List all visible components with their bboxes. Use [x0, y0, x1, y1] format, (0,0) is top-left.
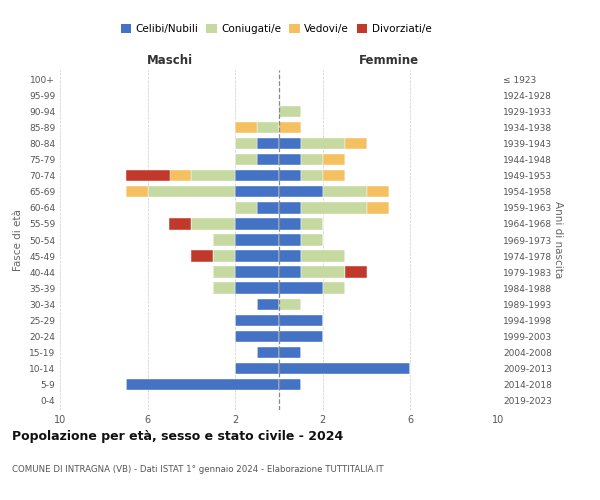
Bar	[323, 186, 367, 198]
Bar	[169, 218, 191, 230]
Bar	[279, 330, 323, 342]
Bar	[279, 202, 301, 213]
Bar	[323, 170, 345, 181]
Bar	[214, 250, 235, 262]
Bar	[257, 154, 279, 166]
Y-axis label: Anni di nascita: Anni di nascita	[553, 202, 563, 278]
Bar	[279, 218, 301, 230]
Bar	[257, 138, 279, 149]
Bar	[235, 282, 279, 294]
Bar	[169, 170, 191, 181]
Bar	[235, 170, 279, 181]
Bar	[279, 234, 301, 246]
Bar	[301, 170, 323, 181]
Bar	[125, 186, 148, 198]
Bar	[235, 138, 257, 149]
Bar	[301, 138, 344, 149]
Bar	[367, 202, 389, 213]
Text: COMUNE DI INTRAGNA (VB) - Dati ISTAT 1° gennaio 2024 - Elaborazione TUTTITALIA.I: COMUNE DI INTRAGNA (VB) - Dati ISTAT 1° …	[12, 465, 383, 474]
Bar	[279, 138, 301, 149]
Bar	[235, 218, 279, 230]
Bar	[148, 186, 235, 198]
Bar	[301, 218, 323, 230]
Bar	[235, 250, 279, 262]
Bar	[279, 314, 323, 326]
Bar	[125, 378, 279, 390]
Bar	[345, 266, 367, 278]
Bar	[279, 250, 301, 262]
Bar	[235, 330, 279, 342]
Bar	[279, 298, 301, 310]
Bar	[235, 202, 257, 213]
Bar	[191, 170, 235, 181]
Bar	[279, 282, 323, 294]
Bar	[279, 346, 301, 358]
Bar	[301, 234, 323, 246]
Bar	[367, 186, 389, 198]
Bar	[214, 266, 235, 278]
Bar	[235, 234, 279, 246]
Bar	[235, 314, 279, 326]
Bar	[191, 218, 235, 230]
Bar	[191, 250, 214, 262]
Bar	[345, 138, 367, 149]
Bar	[257, 122, 279, 134]
Legend: Celibi/Nubili, Coniugati/e, Vedovi/e, Divorziati/e: Celibi/Nubili, Coniugati/e, Vedovi/e, Di…	[116, 20, 436, 38]
Bar	[301, 154, 323, 166]
Bar	[301, 266, 344, 278]
Bar	[235, 186, 279, 198]
Bar	[257, 298, 279, 310]
Text: Popolazione per età, sesso e stato civile - 2024: Popolazione per età, sesso e stato civil…	[12, 430, 343, 443]
Bar	[279, 122, 301, 134]
Bar	[301, 250, 344, 262]
Bar	[235, 154, 257, 166]
Bar	[279, 154, 301, 166]
Bar	[257, 346, 279, 358]
Bar	[235, 266, 279, 278]
Bar	[279, 106, 301, 118]
Bar	[214, 282, 235, 294]
Bar	[279, 362, 410, 374]
Bar	[125, 170, 169, 181]
Bar	[279, 186, 323, 198]
Bar	[235, 122, 257, 134]
Text: Maschi: Maschi	[146, 54, 193, 67]
Bar	[279, 378, 301, 390]
Y-axis label: Fasce di età: Fasce di età	[13, 209, 23, 271]
Bar	[323, 154, 345, 166]
Bar	[279, 266, 301, 278]
Bar	[214, 234, 235, 246]
Bar	[323, 282, 345, 294]
Bar	[301, 202, 367, 213]
Bar	[257, 202, 279, 213]
Text: Femmine: Femmine	[358, 54, 419, 67]
Bar	[279, 170, 301, 181]
Bar	[235, 362, 279, 374]
